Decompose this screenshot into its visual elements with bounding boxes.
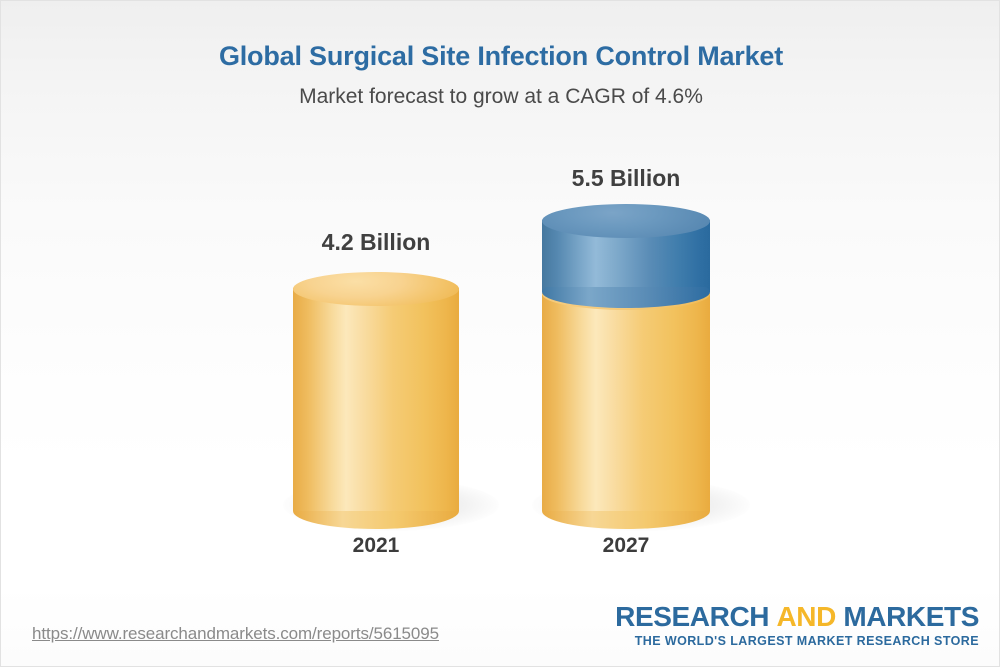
brand-word-markets: MARKETS [843, 601, 979, 632]
chart-header: Global Surgical Site Infection Control M… [1, 39, 1000, 110]
bar-value-label-2021: 4.2 Billion [321, 229, 431, 255]
chart-footer: https://www.researchandmarkets.com/repor… [1, 594, 1000, 666]
bar-body-2021 [293, 288, 459, 511]
brand-word-research: RESEARCH [615, 601, 770, 632]
page-title: Global Surgical Site Infection Control M… [218, 41, 784, 71]
bar-top-cap-2021 [293, 272, 459, 306]
bar-category-label-2027: 2027 [602, 534, 650, 557]
source-url-link[interactable]: https://www.researchandmarkets.com/repor… [32, 624, 439, 643]
chart-subtitle: Market forecast to grow at a CAGR of 4.6… [299, 85, 703, 108]
brand-logo: RESEARCH AND MARKETS THE WORLD'S LARGEST… [615, 602, 979, 649]
bar-value-label-2027: 5.5 Billion [571, 165, 681, 191]
bar-base-body-2027 [542, 293, 710, 511]
brand-tagline: THE WORLD'S LARGEST MARKET RESEARCH STOR… [634, 634, 979, 648]
brand-wordmark: RESEARCH AND MARKETS [615, 602, 979, 632]
brand-word-and: AND [776, 601, 836, 632]
bar-top-cap-2027 [542, 204, 710, 238]
bar-category-label-2021: 2021 [352, 534, 400, 557]
